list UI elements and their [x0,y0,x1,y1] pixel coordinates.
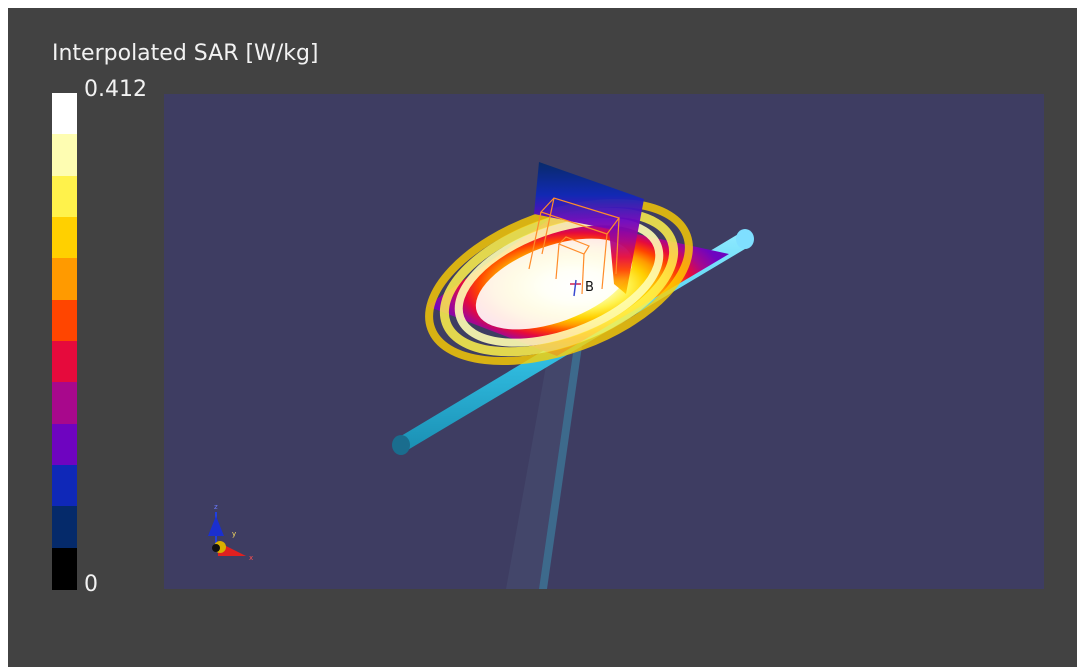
probe-wireframe [528,197,620,295]
sar-color-legend [52,93,77,590]
axis-z-label: z [214,503,218,511]
legend-color-swatch [52,93,77,135]
legend-color-swatch [52,382,77,425]
legend-max-label: 0.412 [84,77,147,102]
axis-x-label: x [249,554,253,562]
legend-color-swatch [52,175,77,218]
legend-min-label: 0 [84,572,98,597]
probe-label: B [585,280,594,295]
probe-marker-icon: B [570,279,594,297]
3d-scene: B z x y [208,162,754,589]
axes-triad-icon: z x y [208,503,253,562]
legend-color-swatch [52,134,77,177]
legend-color-swatch [52,547,77,590]
legend-color-swatch [52,423,77,466]
legend-color-swatch [52,299,77,342]
sar-viewer-window: Interpolated SAR [W/kg] 0.412 0 [8,8,1077,667]
legend-color-swatch [52,217,77,259]
axis-y-label: y [232,530,236,538]
legend-color-swatch [52,465,77,507]
legend-color-swatch [52,341,77,383]
legend-color-swatch [52,506,77,549]
legend-title: Interpolated SAR [W/kg] [52,41,319,66]
support-post-edge [539,346,582,589]
legend-color-swatch [52,258,77,301]
support-post [506,346,574,589]
3d-viewport[interactable]: B z x y [164,94,1044,589]
